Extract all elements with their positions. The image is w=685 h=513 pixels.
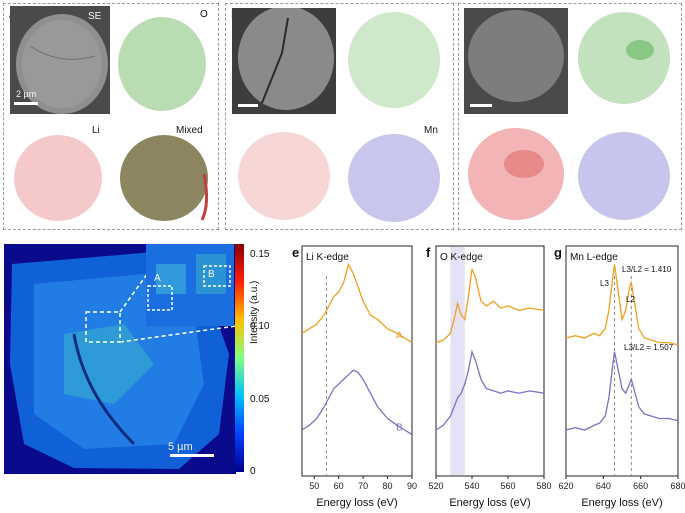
panel-g-xtick-label-0: 620: [558, 481, 573, 491]
colorbar-tick-010: 0.10: [250, 321, 270, 332]
panel-d-inset-label-b: B: [208, 269, 215, 280]
panel-a-scale-label: 2 µm: [16, 89, 37, 99]
panel-c-li-map: [464, 124, 568, 224]
panel-g-annotation-2: L3: [600, 279, 609, 288]
panel-d-inset: [146, 244, 234, 326]
panel-c-se-image: [464, 8, 568, 114]
panel-d-inset-label-a: A: [154, 273, 161, 284]
panel-e-series-label-B: B: [396, 423, 403, 434]
panel-e-xtick-label-1: 60: [334, 481, 344, 491]
panel-g-xtick-label-3: 680: [670, 481, 685, 491]
panel-g-label: g: [554, 245, 562, 260]
panel-f-frame: [435, 245, 545, 477]
panel-f-title: O K-edge: [440, 252, 483, 263]
panel-c-frame: [458, 3, 682, 230]
panel-e-frame: [301, 245, 413, 477]
panel-b-mn-label: Mn: [424, 125, 438, 136]
panel-g-series-A: [565, 264, 679, 346]
panel-g-annotation-3: L2: [626, 295, 635, 304]
panel-a-se-label: SE: [88, 11, 102, 22]
panel-f-series-A: [435, 268, 545, 344]
panel-a-o-label: O: [200, 9, 208, 20]
panel-a-li-label: Li: [92, 125, 100, 136]
panel-b-mn-map: [340, 124, 448, 224]
colorbar: [235, 244, 244, 472]
colorbar-tick-005: 0.05: [250, 394, 270, 405]
panel-a-li-map: [8, 124, 110, 224]
panel-b-frame: [225, 3, 454, 230]
panel-a-mixed-label: Mixed: [176, 125, 203, 136]
panel-f-label: f: [426, 245, 431, 260]
panel-f-xtick-label-3: 580: [536, 481, 551, 491]
panel-a-frame: [3, 3, 219, 230]
panel-e-label: e: [292, 245, 300, 260]
panel-f-shaded-range: [450, 247, 465, 475]
panel-c-o-map: [570, 8, 678, 114]
panel-d-scale-label: 5 µm: [168, 441, 193, 453]
panel-e-xtick-label-2: 70: [358, 481, 368, 491]
panel-f-xtick-label-0: 520: [428, 481, 443, 491]
panel-a-scale-bar: [14, 102, 38, 105]
panel-g-xtick-label-2: 660: [633, 481, 648, 491]
panel-a-mixed-map: [112, 124, 216, 224]
panel-f-xtick-label-2: 560: [500, 481, 515, 491]
panel-e-xtick-label-0: 50: [309, 481, 319, 491]
panel-b-o-map: [340, 8, 448, 114]
panel-g-xlabel: Energy loss (eV): [581, 497, 662, 509]
panel-f-xtick-label-1: 540: [464, 481, 479, 491]
panel-g-annotation-1: L3/L2 = 1.507: [624, 343, 674, 352]
panel-f-series-B: [435, 349, 545, 431]
panel-e-title: Li K-edge: [306, 252, 349, 263]
panel-g-frame: [565, 245, 679, 477]
panel-g-annotation-0: L3/L2 = 1.410: [622, 265, 672, 274]
panel-g-title: Mn L-edge: [570, 252, 618, 263]
panel-a-o-map: [112, 6, 214, 114]
panel-f-xlabel: Energy loss (eV): [449, 497, 530, 509]
panel-a-se-image: [10, 6, 110, 114]
panel-e-xtick-label-3: 80: [383, 481, 393, 491]
colorbar-tick-015: 0.15: [250, 249, 270, 260]
panel-e-series-A: [301, 262, 413, 344]
panel-g-xtick-label-1: 640: [596, 481, 611, 491]
panel-e-series-B: [301, 369, 413, 436]
panel-g-series-B: [565, 351, 679, 431]
panel-b-se-image: [232, 8, 336, 114]
panel-e-xtick-label-4: 90: [407, 481, 417, 491]
panel-e-series-label-A: A: [396, 331, 403, 342]
panel-e-xlabel: Energy loss (eV): [316, 497, 397, 509]
panel-c-mn-map: [570, 124, 678, 224]
colorbar-tick-0: 0: [250, 466, 256, 477]
panel-b-li-map: [232, 124, 336, 224]
